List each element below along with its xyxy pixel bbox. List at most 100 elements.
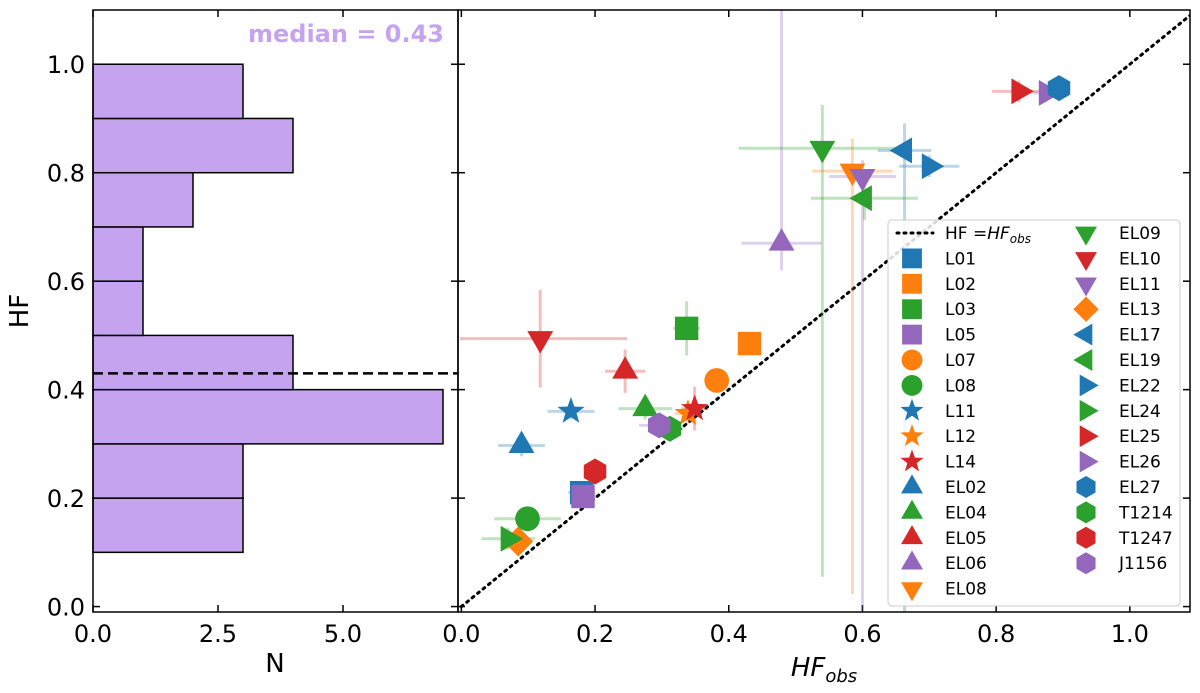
data-point [704, 368, 730, 393]
legend-label: EL05 [945, 529, 987, 549]
histogram-bar [92, 497, 244, 554]
histogram-bar [92, 388, 444, 445]
legend-label: EL02 [945, 478, 987, 498]
legend-marker [902, 299, 922, 320]
x-tick-label: 0.6 [843, 620, 881, 648]
x-tick-label: 0.0 [442, 620, 480, 648]
legend-marker [1073, 296, 1099, 322]
data-point [768, 228, 795, 251]
legend-marker [1073, 323, 1093, 346]
legend-label-sub: obs [1010, 232, 1031, 246]
x-tick-label: 0.4 [710, 620, 748, 648]
x-tick-label: 0.0 [74, 620, 112, 648]
axes-frame [457, 9, 1191, 613]
legend-label: EL06 [945, 554, 987, 574]
x-tick-label: 0.2 [576, 620, 614, 648]
x-axis-label: HFobs [791, 653, 857, 687]
legend-label: EL13 [1119, 300, 1161, 320]
legend-label: EL11 [1119, 275, 1161, 295]
y-tick-label: 0.4 [47, 377, 85, 405]
histogram-bar [92, 117, 294, 174]
x-tick-label: 1.0 [1111, 620, 1149, 648]
legend-marker [901, 582, 923, 602]
data-point [674, 399, 702, 426]
median-label: median = 0.43 [248, 20, 444, 48]
legend-label: L01 [945, 249, 976, 269]
legend-marker [900, 424, 924, 446]
legend-label: EL04 [945, 503, 987, 523]
data-point [674, 316, 699, 341]
data-point [515, 506, 540, 532]
legend-marker [900, 449, 924, 472]
legend-marker [1075, 252, 1097, 272]
legend-label: EL25 [1119, 427, 1161, 447]
legend-marker [1075, 226, 1097, 246]
legend-label: L03 [945, 300, 976, 320]
legend-marker [1076, 552, 1096, 575]
legend-marker [1075, 277, 1097, 297]
legend-label: EL22 [1119, 376, 1161, 396]
legend-marker [901, 374, 923, 396]
legend-label: T1247 [1118, 529, 1173, 549]
legend-label: L05 [945, 326, 976, 346]
data-point [508, 430, 535, 453]
legend-label: EL08 [945, 580, 987, 600]
data-point [737, 331, 762, 356]
histogram-bar [92, 63, 244, 120]
legend-label: EL26 [1119, 453, 1161, 473]
legend-label: T1214 [1118, 503, 1173, 523]
legend-marker [901, 525, 923, 545]
x-axis-label: N [265, 649, 284, 679]
data-point [809, 140, 836, 164]
legend-label: L12 [945, 427, 976, 447]
legend-marker [1076, 501, 1096, 524]
legend-marker [1079, 450, 1099, 473]
legend-label: EL09 [1119, 224, 1161, 244]
data-point [849, 169, 876, 192]
legend-marker [902, 273, 922, 294]
y-tick-label: 0.0 [47, 594, 85, 622]
legend-marker [901, 349, 923, 371]
legend-label: L07 [945, 351, 976, 371]
legend-marker [901, 550, 923, 570]
y-tick-label: 0.2 [47, 485, 85, 513]
data-point [527, 331, 554, 354]
y-axis-label: HF [5, 294, 35, 329]
data-point [1011, 78, 1034, 105]
legend-label-prefix: HF = [945, 224, 987, 244]
legend-marker [1076, 526, 1096, 549]
legend-label: EL10 [1119, 249, 1161, 269]
data-point [500, 525, 524, 552]
legend-marker [1076, 476, 1096, 498]
data-point [632, 393, 659, 417]
legend-label: L02 [945, 275, 976, 295]
x-axis-label-sub: obs [825, 666, 857, 687]
plot-area [459, 10, 1190, 612]
data-point [647, 412, 671, 439]
y-tick-label: 1.0 [47, 51, 85, 79]
legend-label: J1156 [1118, 554, 1167, 574]
legend-box [887, 219, 1181, 607]
legend: HF =HFobs L01 L02 L03 L05 L07 L08 L11 L12 L14 EL02… [887, 219, 1181, 607]
legend-label: EL24 [1119, 402, 1161, 422]
legend-marker [902, 248, 922, 269]
legend-label: EL19 [1119, 351, 1161, 371]
legend-marker [900, 398, 924, 421]
legend-marker [1073, 349, 1093, 371]
data-point [583, 458, 607, 485]
histogram-bar [92, 443, 244, 499]
legend-label: L08 [945, 376, 976, 396]
data-point [921, 153, 945, 180]
data-point [681, 394, 709, 421]
legend-marker [1079, 374, 1099, 397]
x-tick-label: 2.5 [199, 620, 237, 648]
histogram-bar [92, 226, 144, 282]
x-tick-label: 5.0 [324, 620, 362, 648]
data-point [612, 356, 639, 379]
x-tick-label: 0.8 [977, 620, 1015, 648]
legend-label: EL17 [1119, 326, 1161, 346]
legend-label: L11 [945, 402, 976, 422]
data-point [1047, 75, 1071, 102]
legend-label: EL27 [1119, 478, 1161, 498]
